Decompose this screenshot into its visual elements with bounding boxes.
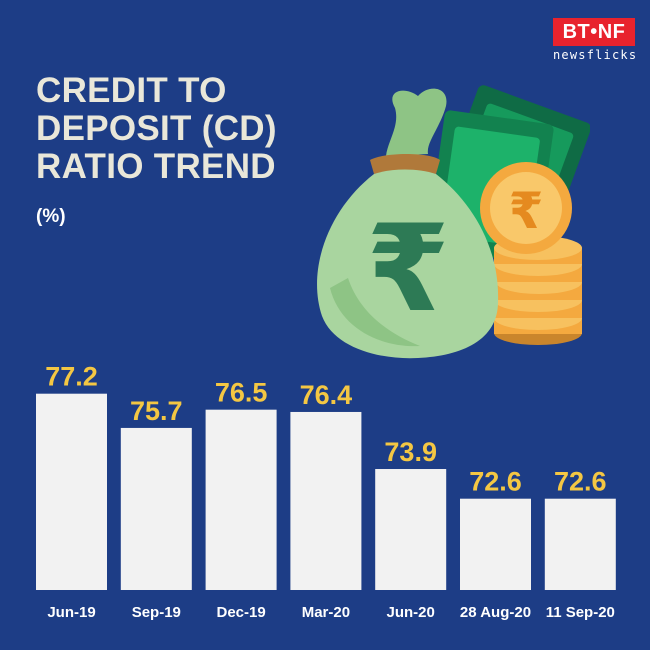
bar-11-sep-20 [544,498,616,590]
svg-text:₹: ₹ [366,200,450,339]
bar-jun-19 [36,393,107,590]
title-line-3: RATIO TREND [36,147,276,186]
value-label: 72.6 [554,467,607,497]
value-label: 77.2 [45,362,98,392]
value-label: 76.4 [300,380,353,410]
bar-sep-19 [120,427,192,590]
category-label: Jun-19 [47,604,95,621]
logo-wordmark: newsflicks [553,48,638,62]
category-label: Dec-19 [216,604,265,621]
category-label: Mar-20 [302,604,350,621]
bar-28-aug-20 [460,498,531,590]
bar-jun-20 [375,469,447,590]
bar-dec-19 [205,409,277,590]
value-label: 75.7 [130,396,183,426]
category-label: Jun-20 [387,604,435,621]
money-bag-rupee-icon: ₹ ₹ [317,85,590,359]
category-label: Sep-19 [132,604,181,621]
brand-logo: BT•NF newsflicks [553,18,638,62]
value-label: 76.5 [215,378,268,408]
category-label: 28 Aug-20 [460,604,531,621]
category-label: 11 Sep-20 [546,604,615,621]
value-label: 73.9 [384,437,437,467]
bar-mar-20 [290,411,362,590]
title-line-1: CREDIT TO [36,71,227,110]
unit-label: (%) [36,206,66,227]
title-line-2: DEPOSIT (CD) [36,109,277,148]
chart-title: CREDIT TO DEPOSIT (CD) RATIO TREND [36,72,277,186]
value-label: 72.6 [469,467,522,497]
logo-mark: BT•NF [553,18,635,46]
svg-text:₹: ₹ [509,182,544,240]
